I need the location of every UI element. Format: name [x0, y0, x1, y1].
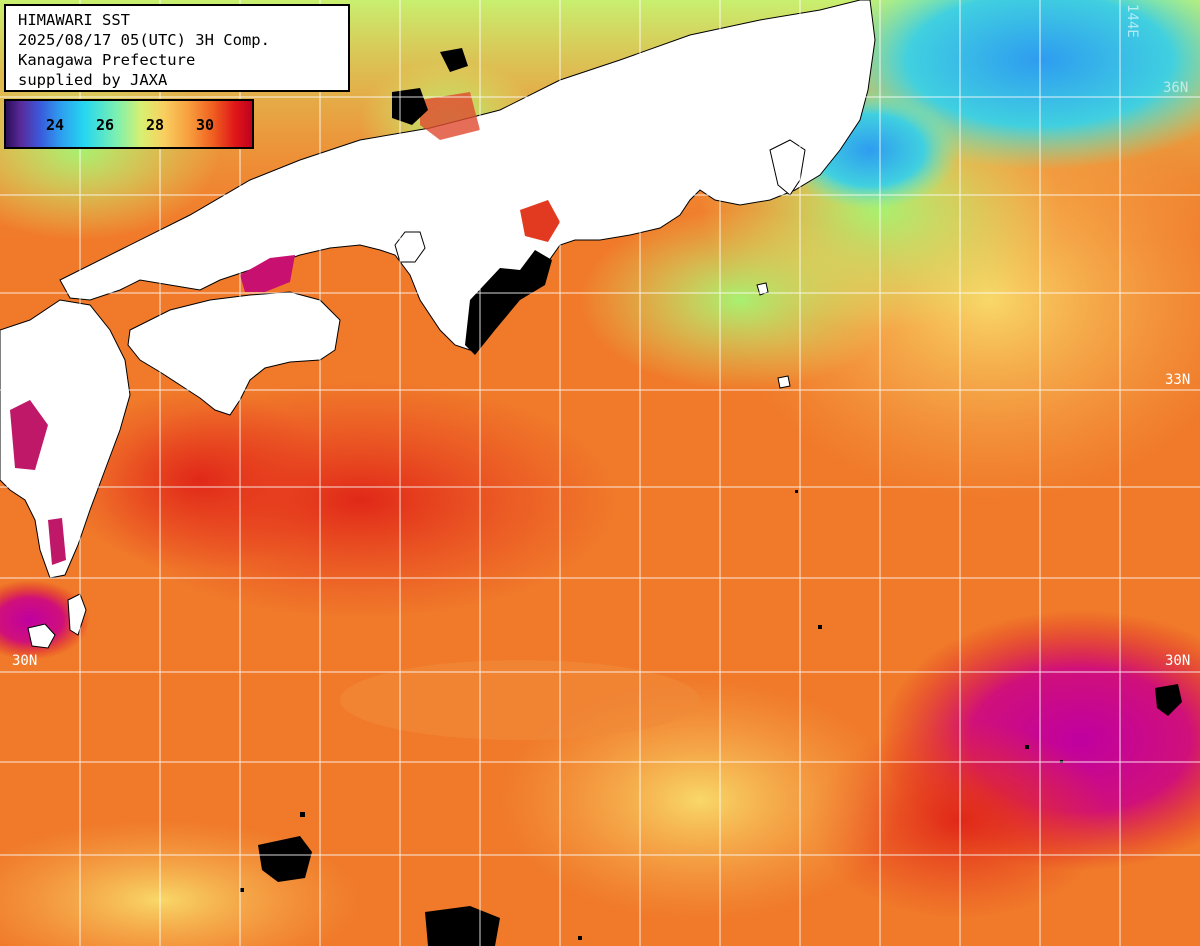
lat-label-33n: 33N [1165, 372, 1191, 388]
temperature-legend: 24 26 28 30 [4, 99, 254, 149]
tanegashima [67, 593, 87, 636]
legend-tick-30: 30 [196, 116, 215, 134]
legend-tick-28: 28 [146, 116, 165, 134]
izu-oshima [756, 282, 769, 296]
info-box: HIMAWARI SST 2025/08/17 05(UTC) 3H Comp.… [4, 4, 350, 92]
lat-label-30n-left: 30N [12, 653, 38, 669]
date-text: 2025/08/17 05(UTC) 3H Comp. [18, 31, 270, 49]
shikoku-landmass [127, 291, 341, 416]
prefecture-text: Kanagawa Prefecture [18, 51, 196, 69]
lon-label-144e: 144E [1124, 4, 1140, 38]
lat-label-36n: 36N [1163, 80, 1189, 96]
lat-label-30n-right: 30N [1165, 653, 1191, 669]
source-text: supplied by JAXA [18, 71, 168, 89]
lat-label-33-partial: 33 [12, 372, 29, 388]
miyakejima [777, 375, 791, 389]
legend-tick-26: 26 [96, 116, 115, 134]
coastal-features [10, 92, 560, 565]
no-data-areas [240, 48, 1182, 946]
kyushu-landmass [0, 299, 131, 579]
legend-tick-24: 24 [46, 116, 65, 134]
yakushima [27, 623, 56, 649]
title-text: HIMAWARI SST [18, 11, 130, 29]
